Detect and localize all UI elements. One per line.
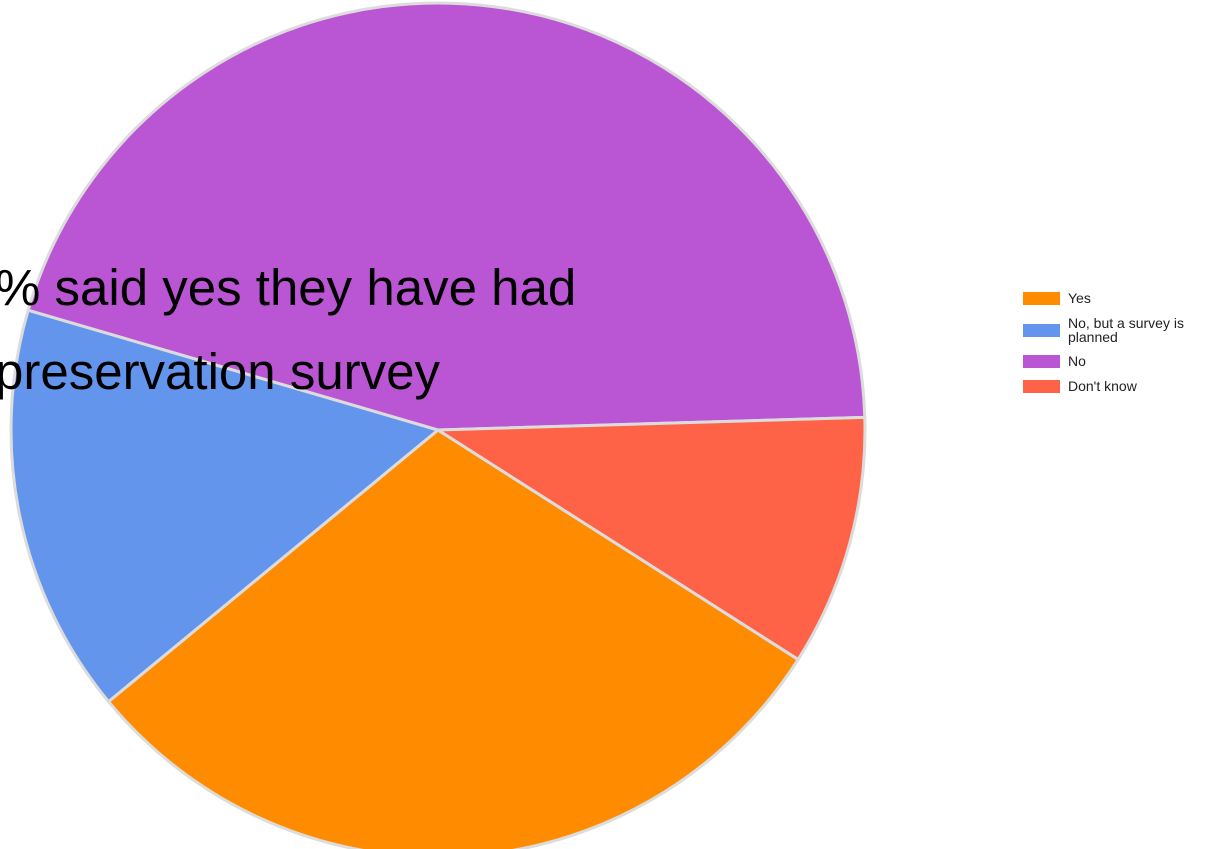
overlay-caption-line-1: % said yes they have had: [0, 259, 577, 316]
legend-swatch-no: [1023, 355, 1060, 368]
legend-swatch-survey-planned: [1023, 324, 1060, 337]
pie-chart: [9, 1, 867, 849]
pie-slice-dont-know[interactable]: [436, 415, 867, 661]
legend-label-yes: Yes: [1068, 290, 1091, 306]
legend-label-survey-planned: No, but a survey is planned: [1068, 315, 1184, 345]
chart-legend: Yes No, but a survey is planned No Don't…: [1023, 291, 1217, 404]
legend-label-dont-know: Don't know: [1068, 378, 1137, 394]
pie-slice-survey-planned[interactable]: [9, 308, 440, 704]
legend-swatch-yes: [1023, 292, 1060, 305]
legend-item-survey-planned[interactable]: No, but a survey is planned: [1023, 316, 1217, 344]
legend-label-no: No: [1068, 353, 1086, 369]
legend-item-yes[interactable]: Yes: [1023, 291, 1217, 306]
pie-slice-yes[interactable]: [107, 428, 800, 849]
pie-slice-no[interactable]: [26, 1, 867, 432]
overlay-caption-line-2: preservation survey: [0, 343, 441, 400]
legend-item-dont-know[interactable]: Don't know: [1023, 379, 1217, 394]
legend-swatch-dont-know: [1023, 380, 1060, 393]
legend-item-no[interactable]: No: [1023, 354, 1217, 369]
